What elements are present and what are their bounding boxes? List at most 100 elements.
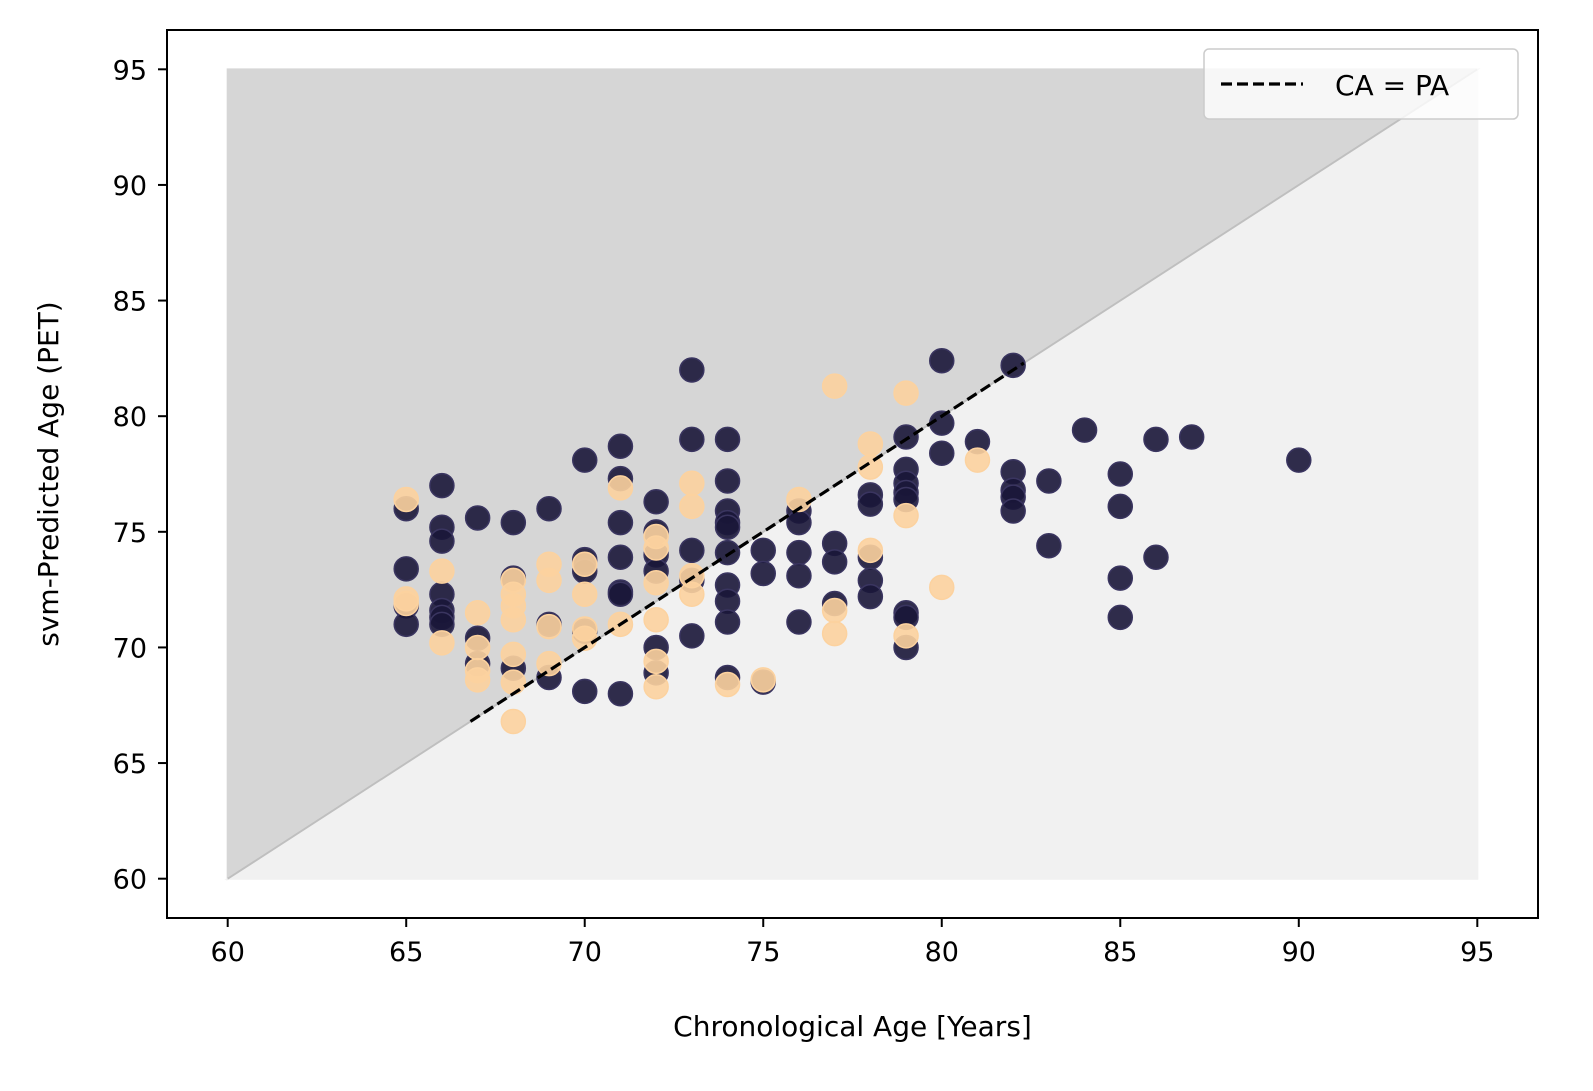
data-point xyxy=(500,708,527,735)
data-point xyxy=(607,544,634,570)
data-point xyxy=(500,606,527,633)
data-point xyxy=(857,491,884,517)
data-point xyxy=(571,581,598,607)
scatter-points xyxy=(393,347,1312,735)
data-point xyxy=(500,641,527,668)
data-point xyxy=(643,569,669,596)
legend-box xyxy=(1203,48,1519,120)
reference-line-ca-eq-pa xyxy=(469,361,1025,723)
data-point xyxy=(929,574,955,601)
data-point xyxy=(643,535,669,561)
data-point xyxy=(536,567,562,594)
data-point xyxy=(1000,352,1026,379)
data-point xyxy=(1036,468,1062,494)
data-point xyxy=(786,563,812,589)
y-tick-label: 95 xyxy=(113,55,147,86)
y-tick-label: 70 xyxy=(113,633,147,664)
legend-entry-label: CA = PA xyxy=(1335,69,1449,102)
data-point xyxy=(1071,417,1098,443)
data-point xyxy=(679,470,705,496)
data-point xyxy=(607,581,634,607)
y-tick-label: 65 xyxy=(113,749,147,780)
data-point xyxy=(643,648,669,675)
data-point xyxy=(786,509,812,536)
x-axis: 60 65 70 75 80 85 90 95 xyxy=(211,918,1494,968)
data-point xyxy=(607,433,634,459)
data-point xyxy=(643,489,669,515)
data-point xyxy=(893,623,919,649)
data-point xyxy=(929,440,955,466)
data-point xyxy=(464,667,491,693)
data-point xyxy=(429,528,455,554)
data-point xyxy=(750,537,776,564)
y-tick-label: 75 xyxy=(113,518,147,549)
legend: CA = PA xyxy=(1203,48,1519,120)
data-point xyxy=(571,678,598,705)
data-point xyxy=(1286,447,1312,473)
data-point xyxy=(429,472,455,499)
data-point xyxy=(714,539,741,566)
data-point xyxy=(536,495,562,522)
data-point xyxy=(393,590,419,617)
data-point xyxy=(536,613,562,640)
y-tick-label: 80 xyxy=(113,402,147,433)
data-point xyxy=(393,556,419,582)
data-point xyxy=(714,671,741,698)
data-point xyxy=(643,674,669,700)
y-axis-label: svm-Predicted Age (PET) xyxy=(32,301,65,646)
data-point xyxy=(679,537,705,564)
data-point xyxy=(964,447,991,473)
data-point xyxy=(821,597,848,624)
data-point xyxy=(786,539,812,566)
data-point xyxy=(500,509,527,536)
data-point xyxy=(536,650,562,677)
x-tick-label: 75 xyxy=(746,937,780,968)
data-point xyxy=(821,549,848,575)
data-point xyxy=(714,609,741,635)
data-point xyxy=(464,634,491,661)
data-point xyxy=(1107,604,1134,631)
data-point xyxy=(643,606,669,633)
data-point xyxy=(607,680,634,707)
data-point xyxy=(1143,544,1169,570)
reference-line-layer xyxy=(469,361,1025,723)
data-point xyxy=(1107,565,1134,591)
data-point xyxy=(893,502,919,529)
data-point xyxy=(893,380,919,406)
data-point xyxy=(1107,461,1134,487)
data-point xyxy=(857,583,884,610)
data-point xyxy=(571,551,598,577)
data-point xyxy=(821,373,848,399)
data-point xyxy=(929,347,955,374)
x-tick-label: 80 xyxy=(925,937,959,968)
data-point xyxy=(429,558,455,584)
y-tick-label: 60 xyxy=(113,865,147,896)
x-tick-label: 65 xyxy=(389,937,423,968)
data-point xyxy=(679,426,705,453)
data-point xyxy=(1036,532,1062,559)
x-tick-label: 90 xyxy=(1282,937,1316,968)
data-point xyxy=(464,600,491,626)
data-point xyxy=(1178,424,1205,450)
data-point xyxy=(607,509,634,536)
x-axis-label: Chronological Age [Years] xyxy=(673,1010,1032,1043)
x-tick-label: 95 xyxy=(1460,937,1494,968)
data-point xyxy=(571,447,598,473)
data-point xyxy=(1000,498,1026,524)
data-point xyxy=(857,537,884,564)
data-point xyxy=(500,669,527,695)
data-point xyxy=(857,454,884,480)
data-point xyxy=(750,560,776,587)
data-point xyxy=(1143,426,1169,453)
data-point xyxy=(714,468,741,494)
data-point xyxy=(679,581,705,607)
x-tick-label: 70 xyxy=(568,937,602,968)
x-tick-label: 60 xyxy=(211,937,245,968)
data-point xyxy=(429,630,455,656)
data-point xyxy=(786,609,812,635)
y-tick-label: 90 xyxy=(113,171,147,202)
data-point xyxy=(1107,493,1134,520)
data-point xyxy=(714,426,741,453)
data-point xyxy=(679,623,705,649)
